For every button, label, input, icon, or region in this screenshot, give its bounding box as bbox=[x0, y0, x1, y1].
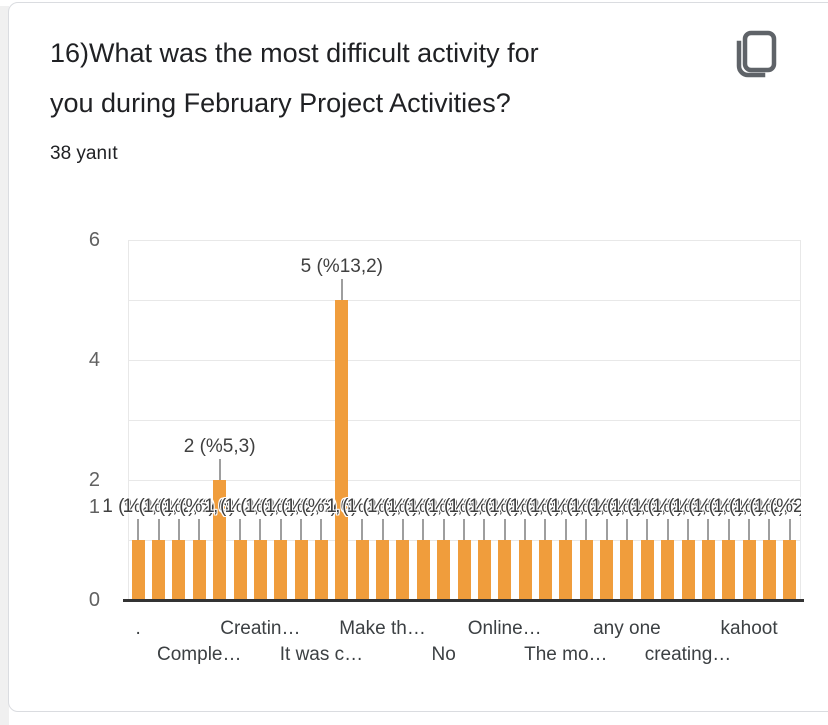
bar[interactable] bbox=[783, 540, 797, 600]
bar[interactable] bbox=[559, 540, 573, 600]
bar[interactable] bbox=[722, 540, 736, 600]
bar[interactable] bbox=[233, 540, 247, 600]
bar[interactable] bbox=[213, 480, 227, 600]
bar[interactable] bbox=[335, 300, 349, 600]
bar[interactable] bbox=[172, 540, 186, 600]
response-count: 38 yanıt bbox=[50, 143, 118, 164]
bar[interactable] bbox=[355, 540, 369, 600]
bar[interactable] bbox=[376, 540, 390, 600]
bar[interactable] bbox=[416, 540, 430, 600]
bar[interactable] bbox=[457, 540, 471, 600]
bar[interactable] bbox=[314, 540, 328, 600]
copy-responses-button[interactable] bbox=[731, 28, 781, 82]
bar[interactable] bbox=[253, 540, 267, 600]
bar[interactable] bbox=[437, 540, 451, 600]
bar[interactable] bbox=[131, 540, 145, 600]
bar[interactable] bbox=[681, 540, 695, 600]
question-title-line2: you during February Project Activities? bbox=[50, 88, 511, 118]
bar[interactable] bbox=[396, 540, 410, 600]
bar[interactable] bbox=[661, 540, 675, 600]
bar[interactable] bbox=[762, 540, 776, 600]
bar[interactable] bbox=[294, 540, 308, 600]
bar[interactable] bbox=[274, 540, 288, 600]
bar[interactable] bbox=[579, 540, 593, 600]
bar[interactable] bbox=[498, 540, 512, 600]
bar[interactable] bbox=[538, 540, 552, 600]
bar[interactable] bbox=[192, 540, 206, 600]
bar[interactable] bbox=[620, 540, 634, 600]
copy-icon bbox=[731, 30, 781, 85]
bar[interactable] bbox=[742, 540, 756, 600]
question-title-line1: 16)What was the most difficult activity … bbox=[50, 38, 539, 68]
bar[interactable] bbox=[640, 540, 654, 600]
bar[interactable] bbox=[477, 540, 491, 600]
question-title: 16)What was the most difficult activity … bbox=[50, 28, 690, 128]
bar[interactable] bbox=[152, 540, 166, 600]
bar[interactable] bbox=[518, 540, 532, 600]
bar[interactable] bbox=[600, 540, 614, 600]
page-gutter bbox=[0, 6, 9, 725]
bar[interactable] bbox=[701, 540, 715, 600]
